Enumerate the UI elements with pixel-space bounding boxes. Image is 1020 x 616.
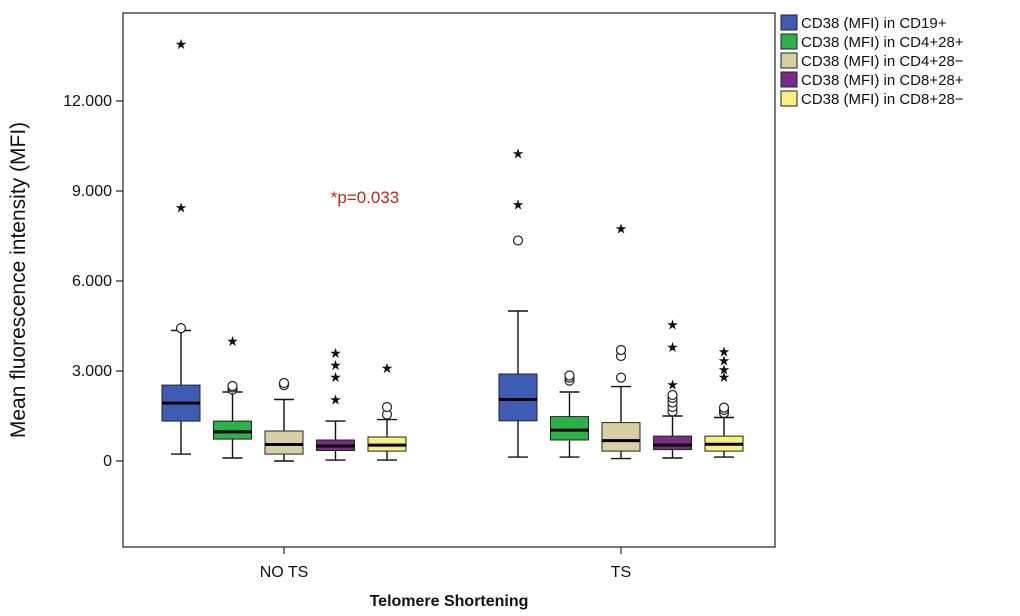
outlier-point — [718, 402, 730, 413]
legend-label: CD38 (MFI) in CD8+28− — [801, 91, 964, 108]
legend-swatch — [780, 33, 798, 50]
extreme-point: ★ — [329, 346, 342, 362]
y-tick-label: 3.000 — [72, 363, 112, 380]
box-0-4: ★ — [367, 361, 407, 461]
box-1-4: ★★★★ — [704, 345, 744, 458]
y-tick-label: 0 — [103, 453, 112, 470]
extreme-point: ★ — [718, 345, 731, 361]
outlier-point — [175, 323, 187, 334]
box-iqr — [498, 373, 538, 422]
plot-frame — [122, 12, 776, 548]
extreme-point: ★ — [175, 37, 188, 53]
legend-label: CD38 (MFI) in CD4+28− — [801, 53, 964, 70]
extreme-point: ★ — [718, 370, 731, 386]
box-iqr — [653, 435, 692, 451]
extreme-point: ★ — [718, 354, 731, 370]
extreme-point: ★ — [329, 358, 342, 374]
y-axis: 0 3.000 6.000 9.000 12.000 — [63, 93, 123, 470]
outlier-point — [615, 372, 627, 383]
x-axis-title: Telomere Shortening — [370, 593, 529, 610]
legend-label: CD38 (MFI) in CD8+28+ — [801, 72, 964, 89]
legend-swatch — [780, 14, 798, 31]
extreme-point: ★ — [329, 393, 342, 409]
box-0-2 — [264, 377, 304, 462]
y-tick-label: 9.000 — [72, 183, 112, 200]
box-iqr — [264, 430, 304, 455]
box-1-0: ★★ — [498, 147, 538, 458]
extreme-point: ★ — [175, 201, 188, 217]
p-value-annotation: *p=0.033 — [331, 188, 400, 207]
extreme-point: ★ — [666, 378, 679, 394]
extreme-point: ★ — [512, 147, 525, 163]
box-iqr — [213, 420, 252, 440]
y-tick-label: 12.000 — [63, 93, 112, 110]
box-iqr — [601, 422, 641, 452]
legend-label: CD38 (MFI) in CD4+28+ — [801, 34, 964, 51]
box-1-2: ★ — [601, 222, 641, 460]
outlier-point — [512, 235, 524, 246]
box-1-1 — [550, 370, 589, 458]
outlier-point — [381, 401, 393, 413]
outlier-point — [667, 389, 678, 401]
box-0-1: ★ — [213, 334, 252, 459]
legend-label: CD38 (MFI) in CD19+ — [801, 15, 947, 32]
extreme-point: ★ — [666, 318, 679, 334]
extreme-point: ★ — [329, 370, 342, 386]
extreme-point: ★ — [512, 198, 525, 214]
extreme-point: ★ — [718, 363, 731, 379]
outlier-point — [227, 380, 238, 392]
outlier-point — [278, 377, 290, 389]
box-1-3: ★ ★ ★ — [653, 318, 692, 459]
box-0-0: ★★ — [161, 37, 201, 455]
legend-swatch — [780, 71, 798, 88]
extreme-point: ★ — [226, 334, 239, 350]
extreme-point: ★ — [381, 361, 394, 377]
y-tick-label: 6.000 — [72, 273, 112, 290]
y-axis-title: Mean fluorescence intensity (MFI) — [7, 122, 30, 438]
outlier-point — [615, 344, 627, 356]
legend-swatch — [780, 52, 798, 69]
outlier-point — [564, 370, 575, 381]
extreme-point: ★ — [615, 222, 628, 238]
extreme-point: ★ — [666, 340, 679, 356]
box-iqr — [550, 416, 589, 441]
plot-area: ★★★★★★★★★★★★★★★★★★ — [161, 37, 744, 462]
x-tick-label: NO TS — [260, 564, 309, 581]
box-0-3: ★★★★ — [316, 346, 355, 461]
x-axis: NO TS TS — [260, 547, 631, 581]
legend-swatch — [780, 90, 798, 107]
legend: CD38 (MFI) in CD19+ CD38 (MFI) in CD4+28+… — [780, 14, 964, 108]
x-tick-label: TS — [611, 564, 631, 581]
